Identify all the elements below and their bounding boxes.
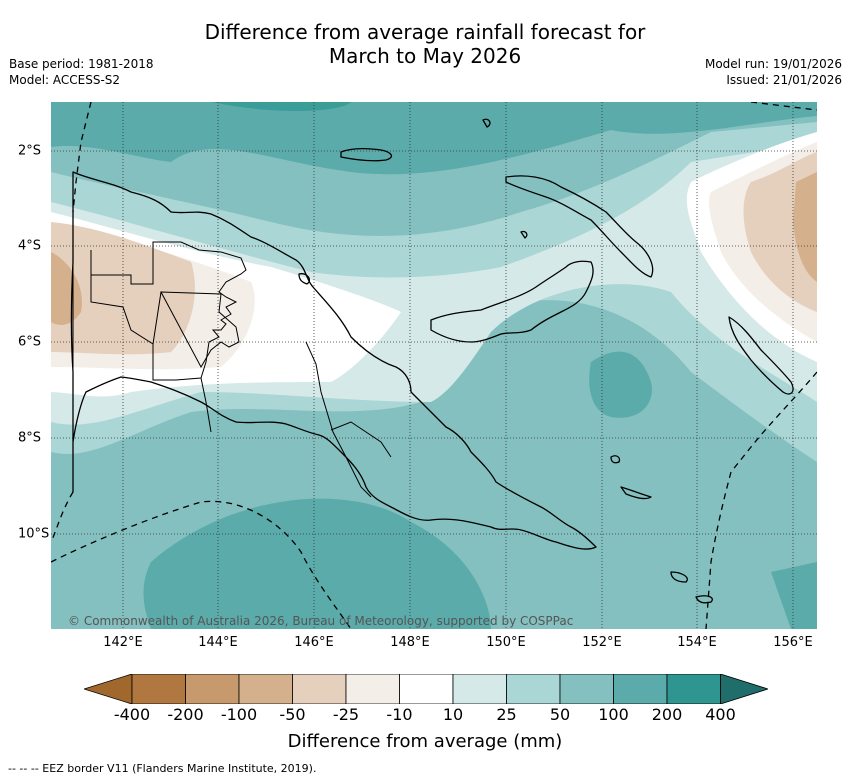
y-tick-label: 10°S <box>18 526 50 542</box>
islands-east <box>620 486 713 604</box>
colorbar-segment <box>131 674 186 704</box>
trobriand-islands <box>610 455 621 464</box>
band-wet-east <box>589 351 652 418</box>
colorbar-tick-label: 400 <box>705 705 736 724</box>
colorbar-tick-label: 10 <box>442 705 464 724</box>
eez-footnote: -- -- -- EEZ border V11 (Flanders Marine… <box>8 762 317 775</box>
colorbar-segment <box>292 674 347 704</box>
islands-north <box>298 118 528 285</box>
colorbar-segment <box>666 674 721 704</box>
colorbar-tick-label: -50 <box>279 705 306 724</box>
province-borders <box>72 212 392 498</box>
gridlines <box>51 102 817 629</box>
colorbar-tick-label: 25 <box>496 705 517 724</box>
model-name: Model: ACCESS-S2 <box>9 73 121 87</box>
eez-border-west <box>51 102 92 543</box>
base-period: Base period: 1981-2018 <box>9 57 154 71</box>
meta-right: Model run: 19/01/2026 Issued: 21/01/2026 <box>705 56 842 88</box>
copyright-notice: © Commonwealth of Australia 2026, Bureau… <box>68 614 574 628</box>
colorbar-segment <box>506 674 561 704</box>
model-run: Model run: 19/01/2026 <box>704 57 842 71</box>
manus-coastline <box>340 148 393 162</box>
colorbar-segment <box>345 674 400 704</box>
y-tick-label: 2°S <box>18 143 42 159</box>
colorbar-segment <box>185 674 240 704</box>
colorbar-tick-label: -400 <box>113 705 151 724</box>
rainfall-map <box>51 102 817 629</box>
colorbar-title: Difference from average (mm) <box>287 731 563 752</box>
eez-border-east <box>705 102 817 629</box>
band-50-north <box>51 102 817 175</box>
x-tick-label: 150°E <box>486 635 526 650</box>
bougainville-coastline <box>728 316 794 395</box>
colorbar-segment <box>452 674 507 704</box>
meta-left: Base period: 1981-2018 Model: ACCESS-S2 <box>9 56 154 88</box>
x-tick-label: 148°E <box>390 635 430 650</box>
province-border-west <box>90 241 247 381</box>
province-border-gulf <box>200 377 212 433</box>
band-wet-south <box>143 498 491 629</box>
y-tick-label: 4°S <box>18 238 42 254</box>
colorbar-tick-label: -100 <box>220 705 258 724</box>
colorbar-tick-label: -10 <box>386 705 413 724</box>
colorbar-arrow-high <box>720 674 768 704</box>
colorbar-arrow-low <box>84 674 133 704</box>
province-border-highlands <box>152 291 240 369</box>
colorbar-segment <box>613 674 668 704</box>
colorbar-segment <box>559 674 614 704</box>
band-dry-medium <box>51 152 817 355</box>
colorbar-tick-label: 100 <box>598 705 629 724</box>
new-britain-coastline <box>430 260 594 343</box>
new-ireland-coastline <box>505 175 654 278</box>
issued-date: Issued: 21/01/2026 <box>726 73 842 87</box>
eez-borders <box>51 102 817 629</box>
y-tick-label: 8°S <box>18 430 42 446</box>
province-border-morobe <box>305 341 392 498</box>
colorbar-segment <box>399 674 454 704</box>
band-wet-top <box>211 102 351 112</box>
chart-title: Difference from average rainfall forecas… <box>0 20 850 68</box>
band-wet-southeast <box>771 562 817 629</box>
eez-border-south <box>51 500 352 629</box>
x-tick-label: 142°E <box>103 635 143 650</box>
x-tick-label: 152°E <box>582 635 622 650</box>
band-dry-light <box>51 142 817 370</box>
x-tick-label: 156°E <box>773 635 813 650</box>
colorbar-tick-label: 200 <box>651 705 683 724</box>
colorbar <box>84 674 768 704</box>
colorbar-tick-label: -200 <box>167 705 204 724</box>
title-line-1: Difference from average rainfall forecas… <box>204 20 646 44</box>
x-tick-label: 146°E <box>294 635 334 650</box>
y-tick-label: 6°S <box>18 334 42 350</box>
colorbar-tick-label: -25 <box>332 705 360 724</box>
new-guinea-coastline <box>70 171 597 550</box>
x-tick-label: 154°E <box>677 635 717 650</box>
coastlines <box>70 118 794 604</box>
x-tick-label: 144°E <box>198 635 238 650</box>
colorbar-tick-label: 50 <box>549 705 571 724</box>
colorbar-segment <box>238 674 293 704</box>
title-line-2: March to May 2026 <box>328 44 522 68</box>
